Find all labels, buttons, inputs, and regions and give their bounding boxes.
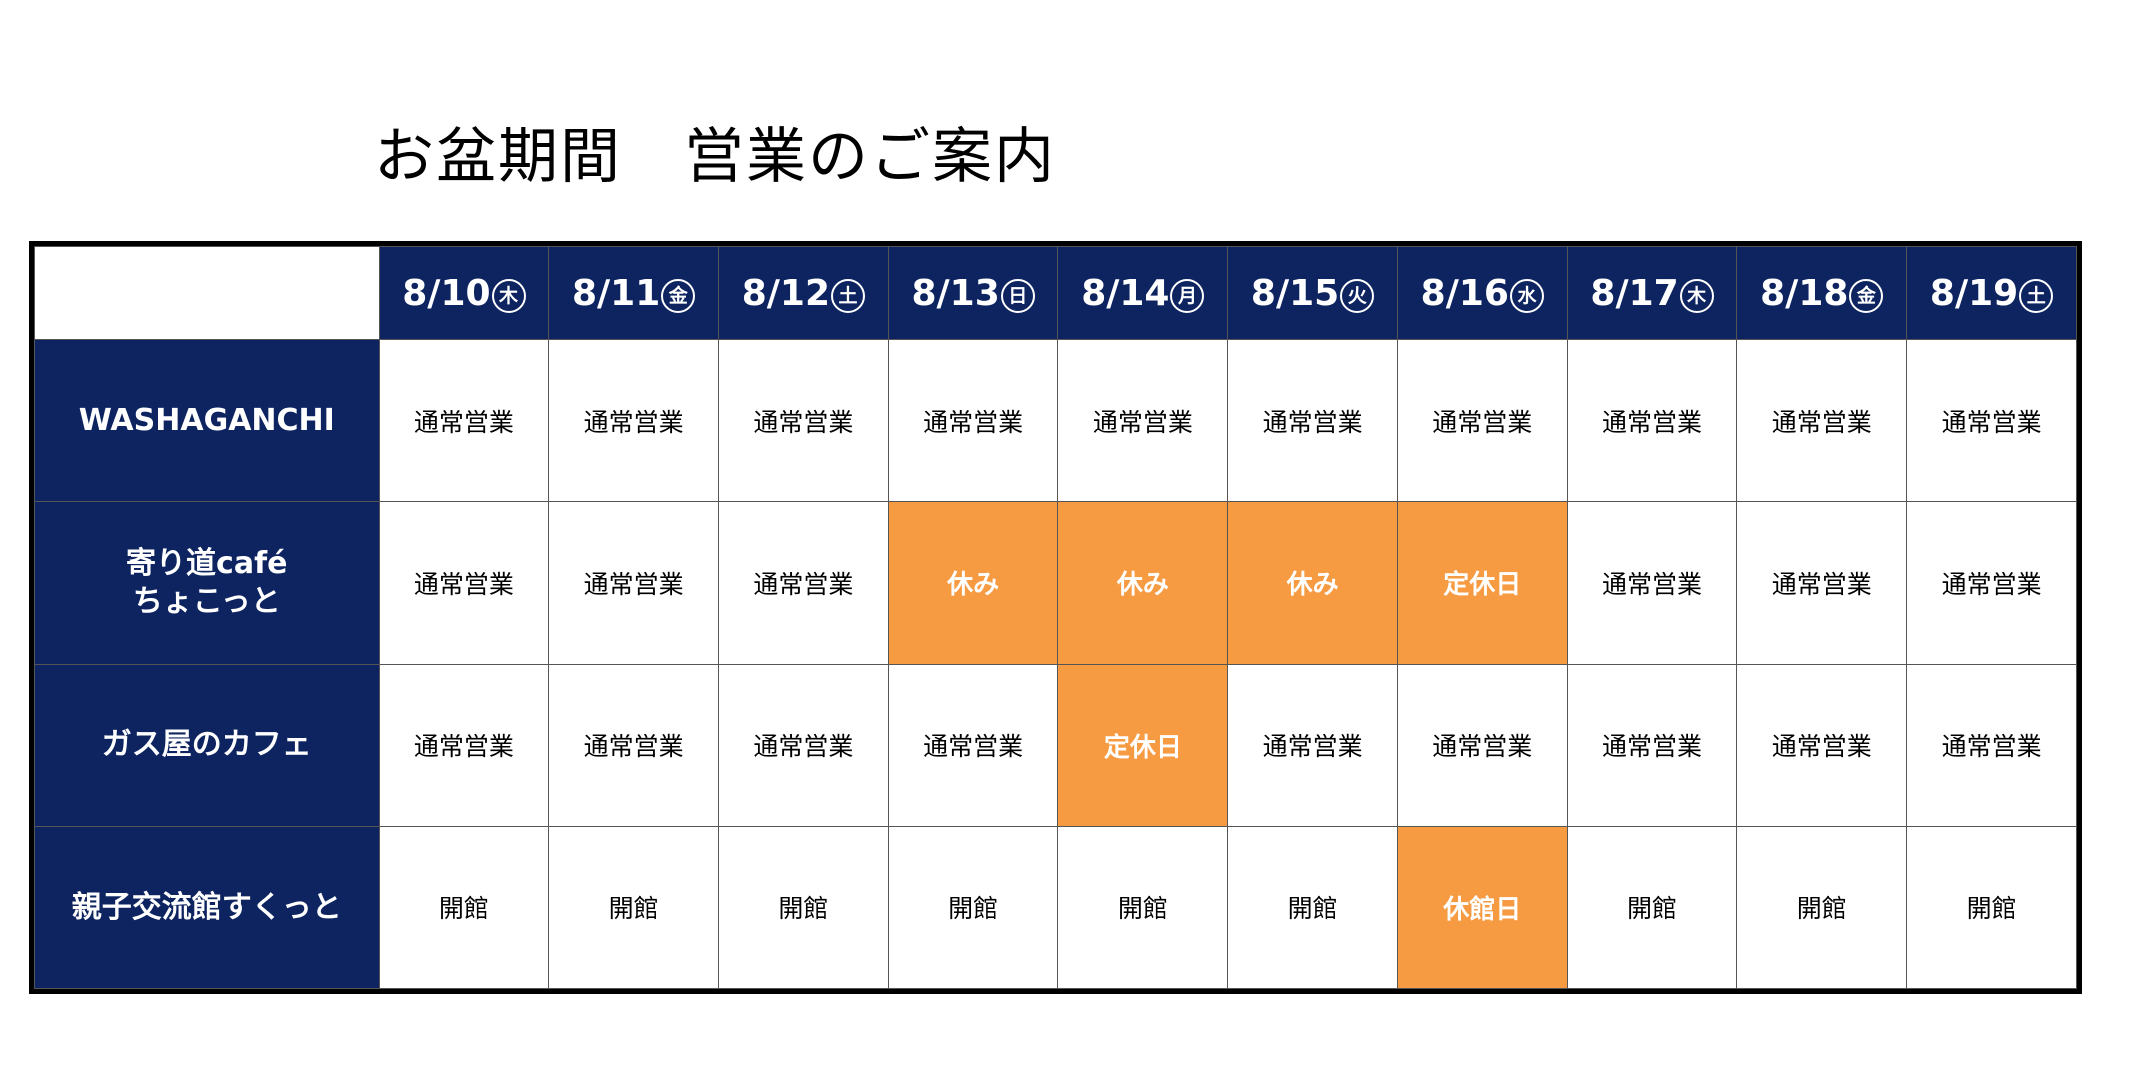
weekday-badge: 木 — [1679, 278, 1714, 313]
weekday-badge: 日 — [1000, 278, 1035, 313]
status-cell: 通常営業 — [1736, 501, 1908, 665]
weekday-badge: 金 — [1849, 278, 1884, 313]
status-cell: 通常営業 — [1906, 663, 2077, 827]
date-header: 8/19 土 — [1906, 246, 2077, 340]
date-header: 8/13 日 — [887, 246, 1059, 340]
weekday-badge: 土 — [831, 278, 866, 313]
status-cell: 開館 — [1566, 825, 1738, 990]
closed-status-cell: 休み — [887, 501, 1059, 665]
status-cell: 通常営業 — [1906, 338, 2077, 503]
date-header: 8/11 金 — [548, 246, 719, 340]
weekday-badge: 火 — [1340, 278, 1375, 313]
status-cell: 通常営業 — [378, 501, 550, 665]
date-label: 8/17 — [1590, 272, 1679, 314]
status-cell: 通常営業 — [1566, 338, 1738, 503]
date-label: 8/12 — [741, 272, 831, 314]
date-header: 8/15 火 — [1227, 246, 1398, 340]
page-title: お盆期間 営業のご案内 — [374, 122, 1056, 192]
date-header: 8/16 水 — [1396, 246, 1568, 340]
date-header: 8/14 月 — [1057, 246, 1229, 340]
status-cell: 通常営業 — [548, 338, 719, 503]
status-cell: 通常営業 — [718, 338, 889, 503]
date-label: 8/16 — [1420, 272, 1509, 314]
status-cell: 開館 — [1057, 825, 1229, 990]
status-cell: 通常営業 — [548, 663, 719, 827]
schedule-table: 8/10 木 8/11 金 8/12 土 8/13 日 8/14 月 8/15 火 8/16 水 8/17 木… — [29, 241, 2082, 994]
date-header-row: 8/10 木 8/11 金 8/12 土 8/13 日 8/14 月 8/15 火 8/16 水 8/17 木… — [34, 246, 2077, 340]
weekday-badge: 木 — [491, 278, 526, 313]
status-cell: 通常営業 — [1566, 501, 1738, 665]
status-cell: 通常営業 — [1736, 338, 1908, 503]
status-cell: 通常営業 — [1396, 663, 1568, 827]
date-label: 8/15 — [1250, 272, 1340, 314]
venue-name-line: ガス屋のカフェ — [101, 727, 312, 763]
status-cell: 通常営業 — [548, 501, 719, 665]
venue-row: 寄り道café ちょこっと 通常営業 通常営業 通常営業 休み 休み 休み 定休日 通常営業 通常営… — [34, 501, 2077, 665]
date-label: 8/10 — [402, 272, 491, 314]
status-cell: 通常営業 — [1227, 338, 1398, 503]
date-header: 8/17 木 — [1566, 246, 1738, 340]
venue-name-line: ちょこっと — [132, 583, 281, 619]
date-label: 8/19 — [1929, 272, 2019, 314]
venue-name-line: 親子交流館すくっと — [71, 889, 342, 925]
date-label: 8/13 — [911, 272, 1000, 314]
date-header: 8/12 土 — [718, 246, 889, 340]
weekday-badge: 水 — [1509, 278, 1544, 313]
closed-status-cell: 休館日 — [1396, 825, 1568, 990]
venue-rows: WASHAGANCHI 通常営業 通常営業 通常営業 通常営業 通常営業 通常営業 通常営業通… — [34, 338, 2077, 990]
status-cell: 開館 — [1906, 825, 2077, 990]
venue-row: WASHAGANCHI 通常営業 通常営業 通常営業 通常営業 通常営業 通常営業 通常営業通… — [34, 338, 2077, 503]
venue-name-cell: 親子交流館すくっと — [34, 825, 380, 990]
date-header: 8/18 金 — [1736, 246, 1908, 340]
venue-name-cell: ガス屋のカフェ — [34, 663, 380, 827]
weekday-badge: 月 — [1170, 278, 1205, 313]
date-label: 8/11 — [571, 272, 661, 314]
venue-row: ガス屋のカフェ 通常営業 通常営業 通常営業 通常営業 定休日 通常営業 通常営業 通常営業 通常… — [34, 663, 2077, 827]
status-cell: 開館 — [718, 825, 889, 990]
closed-status-cell: 休み — [1057, 501, 1229, 665]
status-cell: 通常営業 — [378, 338, 550, 503]
status-cell: 開館 — [887, 825, 1059, 990]
date-label: 8/18 — [1760, 272, 1849, 314]
status-cell: 通常営業 — [1906, 501, 2077, 665]
venue-name-line: WASHAGANCHI — [78, 402, 335, 438]
closed-status-cell: 定休日 — [1396, 501, 1568, 665]
weekday-badge: 金 — [661, 278, 696, 313]
venue-name-cell: WASHAGANCHI — [34, 339, 380, 503]
status-cell: 開館 — [1736, 825, 1908, 990]
schedule-grid: 8/10 木 8/11 金 8/12 土 8/13 日 8/14 月 8/15 火 8/16 水 8/17 木… — [34, 246, 2077, 990]
status-cell: 通常営業 — [718, 663, 889, 827]
venue-name-cell: 寄り道café ちょこっと — [34, 501, 380, 665]
status-cell: 通常営業 — [1566, 663, 1738, 827]
corner-cell — [34, 246, 380, 340]
venue-name-line: 寄り道café — [126, 546, 288, 582]
status-cell: 通常営業 — [378, 663, 550, 827]
date-label: 8/14 — [1081, 272, 1170, 314]
status-cell: 通常営業 — [1736, 663, 1908, 827]
status-cell: 開館 — [548, 825, 719, 990]
venue-row: 親子交流館すくっと 開館 開館 開館 開館 開館 開館 休館日 開館 開館 開館 — [34, 825, 2077, 990]
status-cell: 通常営業 — [887, 338, 1059, 503]
date-header: 8/10 木 — [379, 246, 550, 340]
status-cell: 開館 — [1227, 825, 1398, 990]
status-cell: 通常営業 — [718, 501, 889, 665]
status-cell: 開館 — [378, 825, 550, 990]
status-cell: 通常営業 — [1227, 663, 1398, 827]
closed-status-cell: 休み — [1227, 501, 1398, 665]
status-cell: 通常営業 — [1396, 338, 1568, 503]
weekday-badge: 土 — [2019, 278, 2054, 313]
status-cell: 通常営業 — [887, 663, 1059, 827]
status-cell: 通常営業 — [1057, 338, 1229, 503]
closed-status-cell: 定休日 — [1057, 663, 1229, 827]
